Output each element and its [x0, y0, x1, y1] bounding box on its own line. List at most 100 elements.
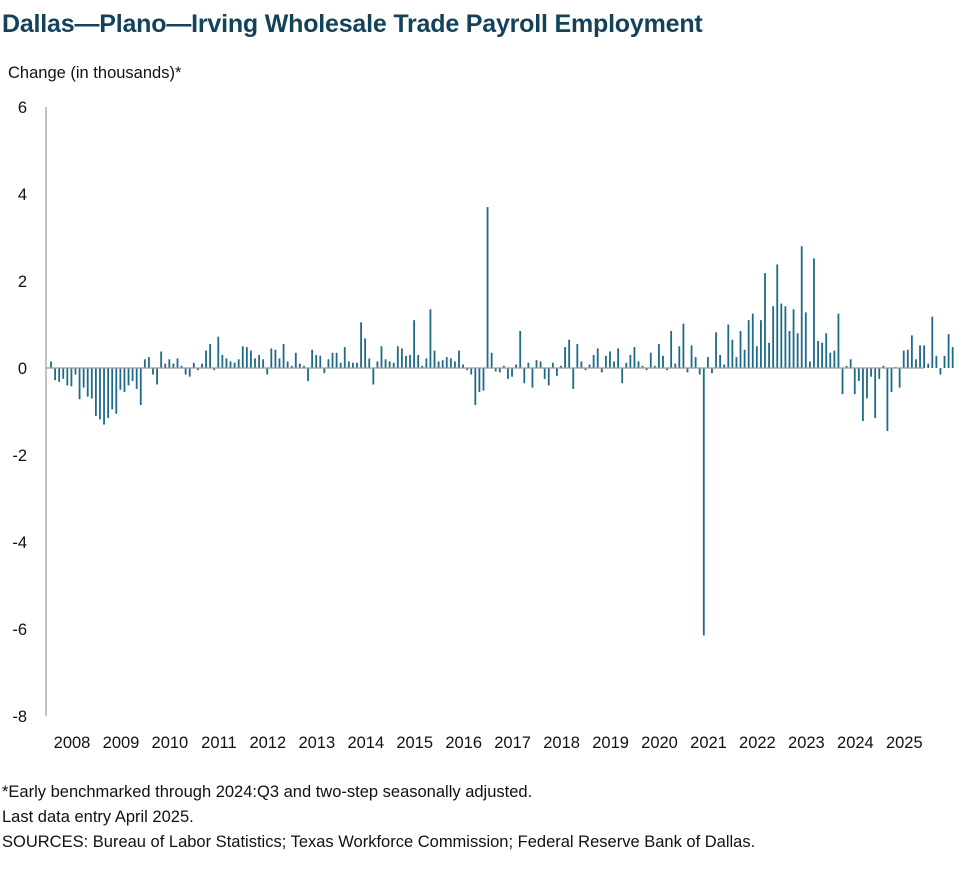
bar-57 — [282, 344, 285, 368]
footnotes: *Early benchmarked through 2024:Q3 and t… — [2, 780, 755, 855]
bar-106 — [482, 368, 485, 391]
bar-175 — [764, 273, 766, 368]
bar-17 — [119, 368, 122, 390]
bar-63 — [307, 368, 309, 382]
bar-95 — [437, 361, 440, 368]
x-tick-2016: 2016 — [445, 734, 482, 752]
bar-157 — [690, 345, 693, 368]
bar-204 — [882, 365, 885, 368]
bar-140 — [621, 368, 624, 384]
bar-190 — [825, 333, 828, 368]
bar-139 — [617, 348, 620, 368]
bar-19 — [127, 368, 130, 386]
bar-0 — [50, 361, 52, 368]
bar-73 — [347, 361, 350, 368]
bar-156 — [686, 368, 689, 373]
bar-184 — [800, 246, 803, 368]
x-tick-2013: 2013 — [298, 734, 335, 752]
bar-218 — [939, 368, 942, 375]
bar-143 — [633, 347, 636, 368]
bar-88 — [409, 354, 411, 368]
bar-108 — [490, 352, 493, 368]
bar-32 — [180, 365, 183, 368]
bar-90 — [417, 354, 420, 368]
bar-161 — [706, 357, 709, 369]
bar-173 — [755, 346, 758, 368]
bar-27 — [160, 351, 163, 368]
bar-51 — [258, 354, 260, 368]
bar-215 — [927, 363, 930, 368]
bar-4 — [66, 368, 69, 386]
bar-85 — [396, 346, 399, 368]
bar-74 — [352, 362, 354, 368]
bar-198 — [857, 368, 860, 382]
bar-98 — [449, 358, 452, 368]
bar-105 — [478, 368, 481, 392]
bar-series — [50, 207, 954, 636]
bar-126 — [564, 347, 566, 368]
bar-149 — [658, 344, 660, 368]
bar-64 — [311, 349, 314, 368]
bar-41 — [217, 336, 220, 368]
bar-67 — [323, 368, 326, 374]
bar-20 — [131, 368, 134, 382]
bar-39 — [209, 344, 212, 368]
bar-33 — [184, 368, 187, 375]
bar-79 — [372, 368, 375, 385]
bar-13 — [103, 368, 105, 425]
bar-56 — [278, 358, 281, 368]
bar-191 — [829, 352, 832, 368]
bar-1 — [54, 368, 56, 381]
bar-54 — [270, 348, 273, 368]
bar-102 — [466, 368, 469, 371]
footnote-adjustment: *Early benchmarked through 2024:Q3 and t… — [2, 783, 533, 801]
bar-183 — [796, 333, 799, 368]
bar-131 — [584, 368, 587, 371]
bar-142 — [629, 354, 632, 368]
x-tick-2010: 2010 — [152, 734, 189, 752]
x-tick-2018: 2018 — [543, 734, 580, 752]
bar-6 — [74, 368, 77, 375]
bar-28 — [164, 363, 167, 368]
bar-86 — [400, 348, 403, 368]
x-tick-2011: 2011 — [201, 734, 236, 752]
bar-120 — [539, 361, 542, 368]
bar-127 — [568, 339, 571, 368]
x-tick-2009: 2009 — [103, 734, 140, 752]
bar-134 — [596, 348, 599, 368]
bar-113 — [511, 368, 513, 377]
y-tick--4: -4 — [12, 534, 27, 552]
bar-135 — [600, 368, 603, 373]
bar-138 — [613, 361, 615, 368]
bar-213 — [919, 345, 921, 368]
bar-158 — [694, 357, 697, 369]
bar-71 — [339, 362, 342, 368]
bar-59 — [290, 365, 293, 368]
bar-211 — [910, 335, 913, 369]
bar-97 — [445, 357, 448, 369]
bar-132 — [588, 364, 591, 368]
bar-58 — [286, 361, 289, 368]
bar-34 — [188, 368, 191, 377]
bar-177 — [772, 306, 775, 368]
y-tick-2: 2 — [18, 273, 27, 291]
bar-148 — [653, 365, 656, 368]
bar-219 — [943, 355, 946, 368]
bar-188 — [817, 341, 819, 368]
bar-220 — [947, 334, 950, 368]
bar-61 — [298, 363, 301, 368]
x-tick-2020: 2020 — [641, 734, 678, 752]
bar-200 — [866, 368, 868, 399]
bar-167 — [731, 339, 734, 368]
bar-112 — [507, 368, 509, 379]
bar-103 — [470, 368, 473, 375]
bar-70 — [335, 352, 338, 368]
bar-109 — [494, 368, 497, 372]
bar-104 — [474, 368, 477, 405]
bar-193 — [837, 313, 840, 369]
bar-45 — [233, 362, 236, 368]
bar-22 — [139, 368, 142, 405]
bar-46 — [237, 359, 240, 368]
bar-35 — [192, 362, 195, 368]
